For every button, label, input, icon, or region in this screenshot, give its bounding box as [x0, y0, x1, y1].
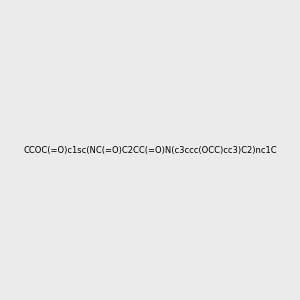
Text: CCOC(=O)c1sc(NC(=O)C2CC(=O)N(c3ccc(OCC)cc3)C2)nc1C: CCOC(=O)c1sc(NC(=O)C2CC(=O)N(c3ccc(OCC)c… [23, 146, 277, 154]
